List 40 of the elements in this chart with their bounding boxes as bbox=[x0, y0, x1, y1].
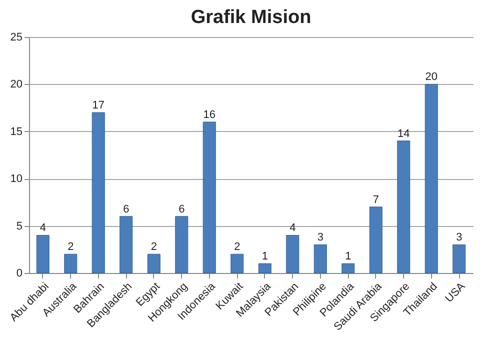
bar bbox=[230, 254, 244, 274]
bar bbox=[369, 206, 382, 274]
bar bbox=[397, 140, 410, 274]
data-label: 2 bbox=[68, 241, 74, 254]
y-tick-label: 20 bbox=[10, 78, 22, 91]
bar bbox=[120, 216, 133, 274]
y-tick-label: 0 bbox=[16, 268, 22, 280]
x-tick-label: USA bbox=[443, 280, 468, 305]
y-tick-label: 10 bbox=[10, 173, 22, 186]
data-label: 6 bbox=[123, 203, 130, 216]
data-label: 6 bbox=[178, 203, 185, 216]
bar bbox=[286, 234, 300, 274]
bar bbox=[202, 122, 216, 274]
bar bbox=[92, 112, 105, 274]
data-label: 4 bbox=[290, 222, 296, 234]
bar bbox=[175, 216, 188, 274]
data-label: 1 bbox=[345, 250, 352, 263]
data-label: 17 bbox=[92, 100, 104, 112]
data-label: 4 bbox=[40, 222, 46, 234]
bar bbox=[147, 254, 160, 274]
bar bbox=[314, 244, 327, 274]
data-label: 7 bbox=[372, 194, 379, 206]
y-tick-label: 25 bbox=[10, 32, 22, 44]
bar bbox=[424, 84, 438, 274]
chart-title: Grafik Mision bbox=[190, 7, 312, 28]
y-tick-label: 5 bbox=[16, 220, 22, 232]
data-label: 3 bbox=[317, 232, 324, 244]
data-label: 20 bbox=[425, 71, 438, 84]
data-label: 16 bbox=[203, 108, 216, 121]
data-label: 2 bbox=[150, 241, 157, 254]
data-label: 3 bbox=[456, 232, 462, 244]
bar bbox=[64, 254, 78, 274]
bar bbox=[36, 234, 50, 274]
data-label: 1 bbox=[262, 250, 268, 263]
data-label: 2 bbox=[234, 241, 240, 254]
data-label: 14 bbox=[398, 128, 410, 140]
y-tick-label: 15 bbox=[10, 126, 22, 138]
bar bbox=[258, 263, 272, 274]
bar bbox=[342, 263, 355, 274]
bar bbox=[452, 244, 466, 274]
